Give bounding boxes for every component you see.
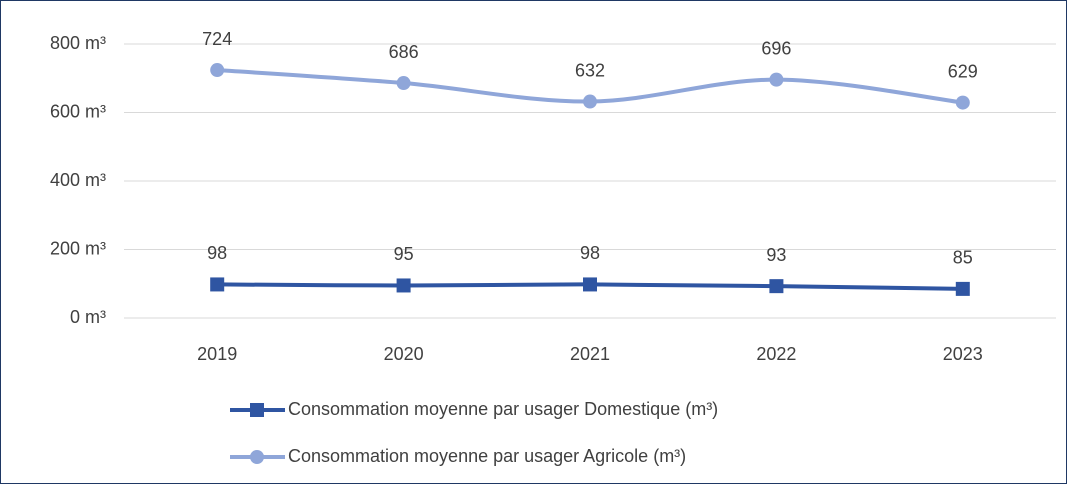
y-tick-label: 600 m³ [50, 101, 106, 121]
data-point [583, 94, 597, 109]
data-point [210, 63, 225, 78]
data-label: 686 [389, 42, 419, 62]
data-point [583, 277, 597, 292]
data-label: 95 [394, 244, 414, 264]
data-point [396, 76, 411, 91]
x-tick-label: 2019 [197, 344, 237, 364]
data-point [955, 281, 970, 296]
legend-marker [250, 450, 264, 464]
data-label: 93 [766, 245, 786, 265]
data-label: 724 [202, 29, 232, 49]
data-label: 629 [948, 61, 978, 81]
x-tick-label: 2023 [943, 344, 983, 364]
y-tick-label: 200 m³ [50, 238, 106, 258]
y-tick-label: 800 m³ [50, 33, 106, 53]
data-point [769, 279, 784, 294]
y-tick-label: 0 m³ [70, 307, 106, 327]
legend-label: Consommation moyenne par usager Domestiq… [288, 399, 718, 419]
data-point [396, 278, 411, 293]
legend-marker [250, 403, 264, 417]
y-tick-label: 400 m³ [50, 170, 106, 190]
data-label: 696 [761, 38, 791, 58]
data-point [210, 277, 225, 292]
data-label: 632 [575, 60, 605, 80]
x-tick-label: 2022 [756, 344, 796, 364]
data-label: 98 [580, 243, 600, 263]
data-point [955, 95, 970, 110]
x-tick-label: 2021 [570, 344, 610, 364]
legend-label: Consommation moyenne par usager Agricole… [288, 446, 686, 466]
data-label: 85 [953, 248, 973, 268]
x-tick-label: 2020 [384, 344, 424, 364]
data-label: 98 [207, 243, 227, 263]
data-point [769, 72, 784, 87]
